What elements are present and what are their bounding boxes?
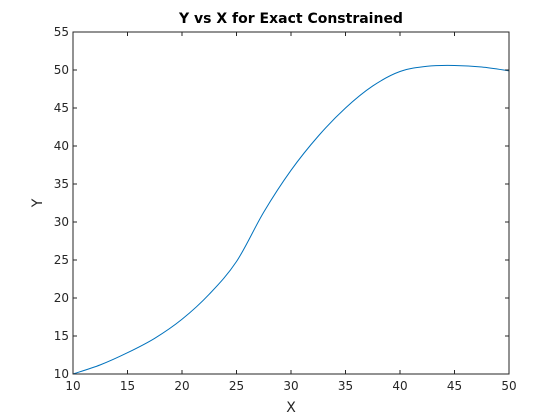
axes-layer: 10 15 20 25 30 35 40 45 50 10 15 20 25 30 35 40 45 50 55 (54, 25, 517, 393)
x-tick-label: 45 (447, 379, 462, 393)
y-axis-label: Y (30, 198, 46, 208)
plot-background (73, 32, 509, 374)
x-tick-label: 30 (283, 379, 298, 393)
x-tick-label: 10 (65, 379, 80, 393)
y-tick-label: 35 (54, 177, 69, 191)
chart-title: Y vs X for Exact Constrained (178, 11, 403, 27)
x-tick-label: 40 (392, 379, 407, 393)
y-tick-label: 10 (54, 367, 69, 381)
y-tick-label: 20 (54, 291, 69, 305)
data-layer (72, 64, 510, 375)
x-tick-label: 35 (338, 379, 353, 393)
x-tick-label: 25 (229, 379, 244, 393)
y-tick-label: 55 (54, 25, 69, 39)
y-tick-label: 45 (54, 101, 69, 115)
y-tick-label: 50 (54, 63, 69, 77)
series-line-0 (72, 64, 510, 375)
y-tick-label: 25 (54, 253, 69, 267)
x-tick-label: 15 (120, 379, 135, 393)
x-tick-label: 50 (501, 379, 516, 393)
y-tick-label: 40 (54, 139, 69, 153)
x-tick-label: 20 (174, 379, 189, 393)
y-tick-label: 30 (54, 215, 69, 229)
x-axis-label: X (286, 400, 296, 416)
y-tick-label: 15 (54, 329, 69, 343)
